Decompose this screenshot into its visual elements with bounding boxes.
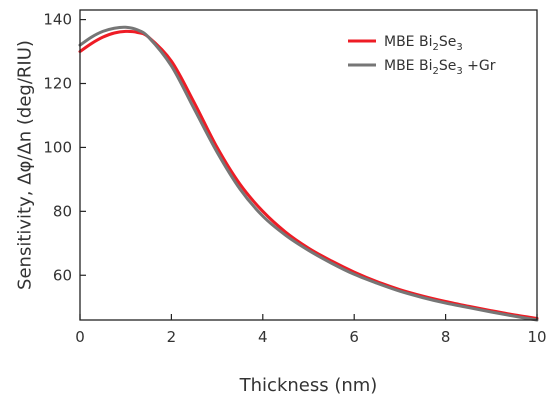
x-tick-label: 6 <box>349 328 359 346</box>
plot-area <box>78 25 539 322</box>
x-axis-ticks: 0 2 4 6 8 10 <box>75 314 547 346</box>
y-axis-title: Sensitivity, Δφ/Δn (deg/RIU) <box>14 40 35 290</box>
y-tick-label: 100 <box>43 138 72 156</box>
y-tick-label: 120 <box>43 75 72 93</box>
x-tick-label: 8 <box>441 328 451 346</box>
x-axis-title: Thickness (nm) <box>239 375 378 396</box>
x-tick-label: 2 <box>167 328 177 346</box>
x-tick-label: 10 <box>527 328 546 346</box>
legend-label: MBE Bi2Se3 +Gr <box>384 58 496 77</box>
plot-frame <box>79 9 538 321</box>
legend-label: MBE Bi2Se3 <box>384 34 463 53</box>
legend: MBE Bi2Se3 MBE Bi2Se3 +Gr <box>348 34 496 77</box>
x-tick-label: 0 <box>75 328 85 346</box>
y-tick-label: 140 <box>43 11 72 29</box>
y-axis-ticks: 60 80 100 120 140 <box>43 11 86 284</box>
series-line-2 <box>78 25 539 322</box>
y-tick-label: 80 <box>53 202 72 220</box>
x-tick-label: 4 <box>258 328 268 346</box>
y-tick-label: 60 <box>53 266 72 284</box>
series-line-1 <box>78 29 539 320</box>
